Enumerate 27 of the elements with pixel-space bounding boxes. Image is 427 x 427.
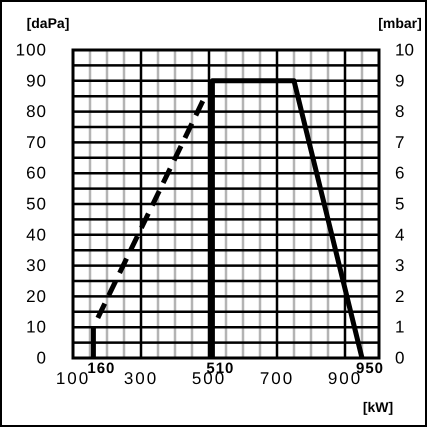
y2-tick-label: 7	[395, 132, 404, 152]
y2-tick-label: 3	[395, 256, 404, 276]
y2-tick-label: 8	[395, 102, 404, 122]
y2-tick-label: 2	[395, 286, 404, 306]
y-tick-label: 40	[26, 225, 47, 244]
x-axis-title: [kW]	[362, 399, 394, 415]
y-tick-label: 10	[26, 318, 47, 337]
y-tick-label: 20	[26, 286, 47, 306]
y2-tick-label: 6	[395, 164, 404, 183]
x-tick-label: 300	[124, 369, 158, 388]
y-tick-label: 0	[36, 348, 47, 368]
y2-tick-label: 10	[395, 40, 414, 60]
y-axis-title: [daPa]	[26, 15, 70, 31]
y-tick-label: 100	[16, 40, 47, 60]
y2-tick-label: 1	[395, 318, 404, 337]
y2-tick-label: 4	[395, 225, 404, 244]
y2-tick-label: 9	[395, 71, 404, 90]
x-tick-label: 700	[260, 369, 294, 388]
y-tick-label: 70	[26, 132, 47, 152]
y-tick-label: 50	[26, 194, 47, 214]
y2-axis-title: [mbar]	[378, 15, 422, 31]
y2-tick-label: 5	[395, 194, 404, 214]
y-tick-label: 60	[26, 164, 47, 183]
y-tick-label: 90	[26, 71, 47, 90]
y2-tick-label: 0	[395, 348, 404, 368]
y-tick-label: 30	[26, 256, 47, 276]
y-tick-label: 80	[26, 102, 47, 122]
